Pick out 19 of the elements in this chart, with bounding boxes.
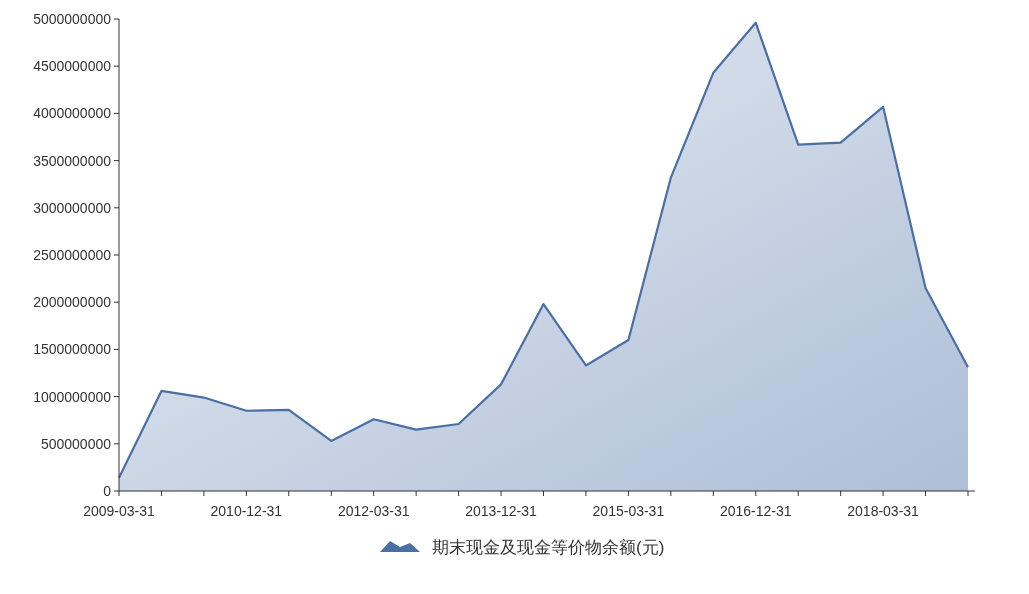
x-tick-label: 2012-03-31 (337, 503, 410, 519)
y-tick-label: 0 (103, 483, 112, 499)
y-tick-label: 4000000000 (33, 105, 112, 122)
y-tick-label: 500000000 (40, 435, 112, 452)
y-tick-label: 2000000000 (33, 294, 112, 311)
y-tick-label: 1000000000 (33, 388, 112, 405)
x-tick-label: 2013-12-31 (465, 503, 538, 519)
x-tick-label: 2010-12-31 (210, 503, 283, 519)
y-tick-label: 3000000000 (33, 199, 112, 216)
x-tick-label: 2018-03-31 (847, 503, 920, 519)
y-tick-label: 1500000000 (33, 341, 112, 358)
x-tick-label: 2015-03-31 (592, 503, 665, 519)
y-tick-label: 5000000000 (33, 11, 112, 27)
x-tick-label: 2009-03-31 (83, 503, 156, 519)
y-tick-label: 4500000000 (33, 58, 112, 75)
y-tick-label: 2500000000 (33, 247, 112, 263)
legend-label: 期末现金及现金等价物余额(元) (432, 538, 665, 557)
y-tick-label: 3500000000 (33, 152, 112, 169)
x-tick-label: 2016-12-31 (719, 503, 792, 519)
